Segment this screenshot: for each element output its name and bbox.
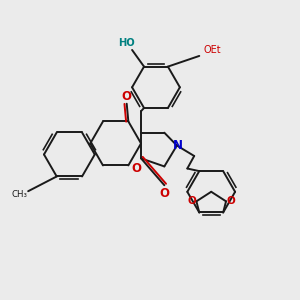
- Text: O: O: [226, 196, 235, 206]
- Text: OEt: OEt: [204, 45, 221, 55]
- Text: O: O: [122, 90, 132, 103]
- Text: O: O: [187, 196, 196, 206]
- Text: N: N: [173, 139, 183, 152]
- Text: HO: HO: [118, 38, 135, 48]
- Text: O: O: [132, 162, 142, 175]
- Text: O: O: [159, 187, 169, 200]
- Text: CH₃: CH₃: [11, 190, 27, 199]
